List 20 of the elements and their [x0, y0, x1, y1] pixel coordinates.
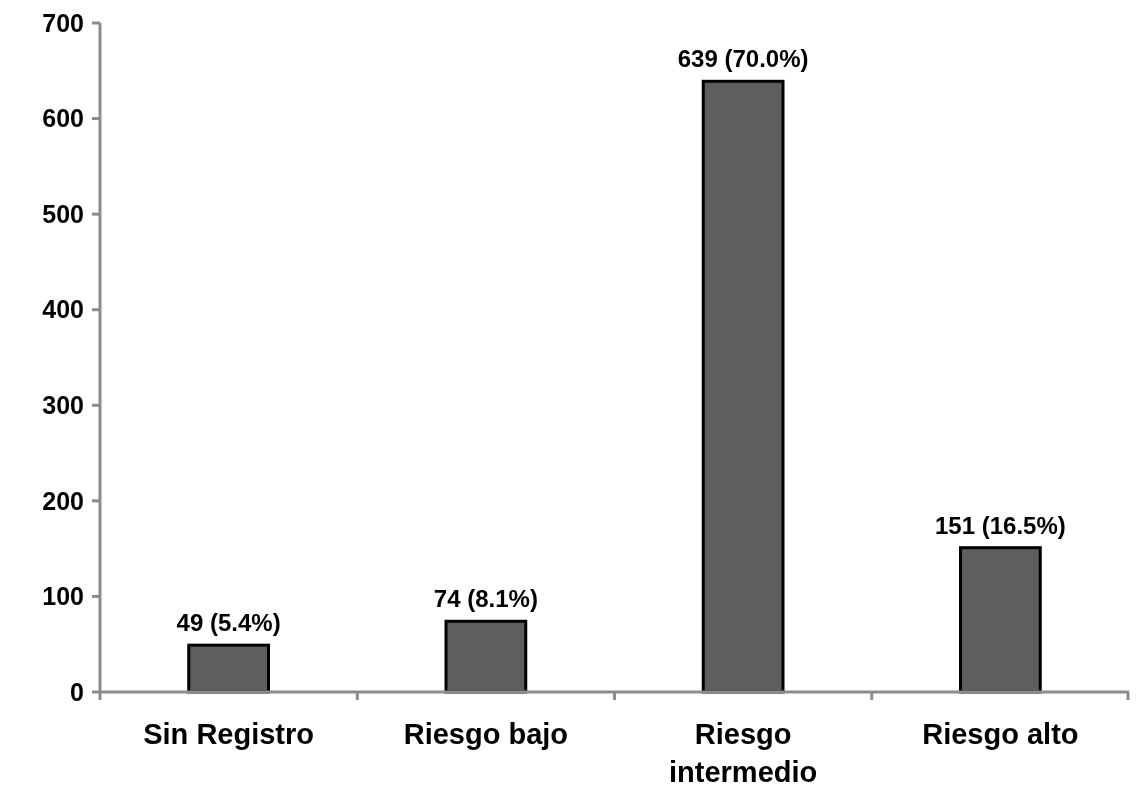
x-tick-label: Riesgo bajo [403, 718, 569, 750]
bar [187, 643, 270, 694]
bar [701, 79, 785, 694]
data-label: 49 (5.4%) [176, 609, 281, 637]
y-tick-label: 400 [42, 295, 84, 324]
data-label: 74 (8.1%) [433, 585, 538, 613]
bar [959, 546, 1042, 694]
bar [444, 619, 528, 694]
y-tick-label: 200 [42, 486, 84, 515]
x-tick-label: Sin Registro [143, 718, 315, 750]
data-label: 639 (70.0%) [677, 45, 809, 73]
y-tick-label: 500 [42, 199, 84, 228]
data-label: 151 (16.5%) [935, 511, 1066, 539]
x-tick-label: Riesgo alto [922, 718, 1079, 750]
y-tick-label: 700 [42, 8, 84, 37]
y-tick-label: 0 [70, 677, 84, 706]
y-tick-label: 100 [42, 582, 84, 611]
y-tick-label: 300 [42, 391, 84, 420]
y-tick-label: 600 [42, 104, 84, 133]
x-tick-label: Riesgo intermedio [669, 718, 818, 788]
